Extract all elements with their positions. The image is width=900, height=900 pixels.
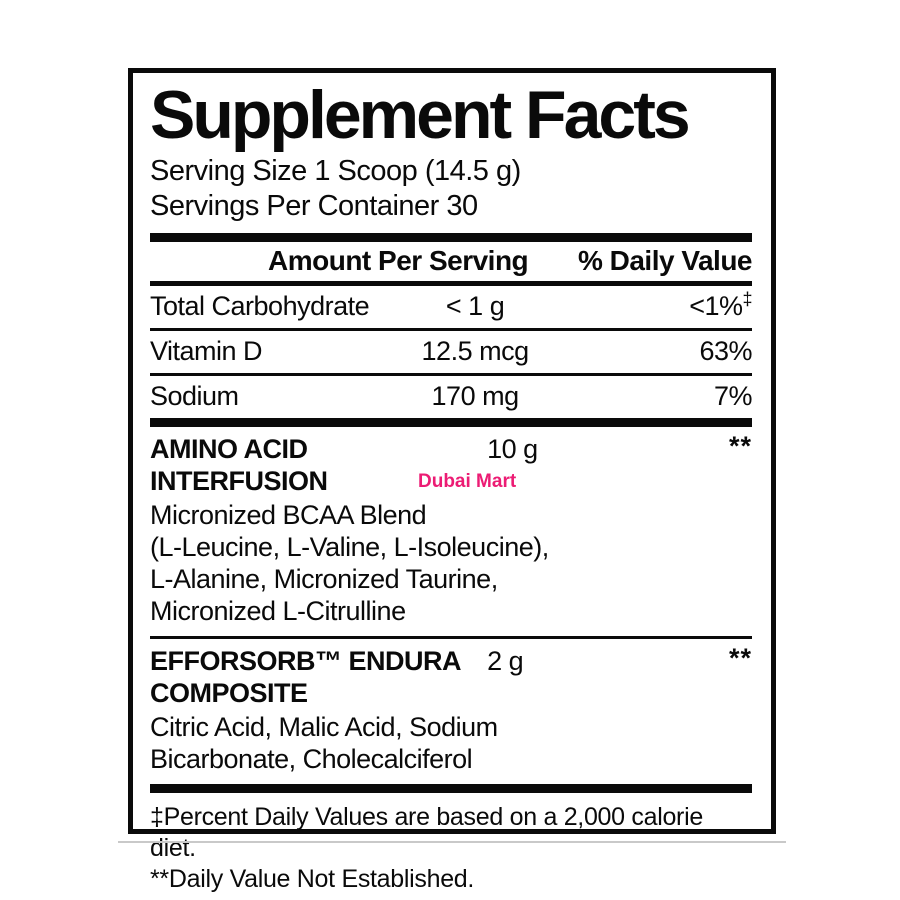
divider-thick-mid xyxy=(150,418,752,427)
column-header-row: Amount Per Serving % Daily Value xyxy=(150,242,753,281)
nutrient-amount: 12.5 mcg xyxy=(421,336,530,366)
daily-value-footnote-mark: ‡ xyxy=(742,289,752,309)
nutrient-name: Vitamin D xyxy=(150,336,263,366)
watermark-dubai-mart: Dubai Mart xyxy=(418,471,517,492)
nutrient-row-total-carbohydrate: Total Carbohydrate < 1 g <1%‡ xyxy=(150,286,752,328)
nutrient-amount: 170 mg xyxy=(431,381,520,411)
ingredient-line: Micronized BCAA Blend xyxy=(150,500,427,530)
nutrient-amount: < 1 g xyxy=(445,291,505,321)
section-amino-acid-interfusion: AMINO ACID INTERFUSION 10 g ** Micronize… xyxy=(150,427,752,636)
servings-per-container: Servings Per Container 30 xyxy=(150,190,478,222)
nutrient-name: Sodium xyxy=(150,381,239,411)
nutrient-daily-value-text: 7% xyxy=(713,381,753,411)
section-name: EFFORSORB™ ENDURA COMPOSITE xyxy=(150,645,487,709)
section-daily-value: ** xyxy=(728,643,752,673)
nutrient-daily-value: 63% xyxy=(559,336,752,367)
section-ingredients: Micronized BCAA Blend (L-Leucine, L-Vali… xyxy=(150,499,752,627)
row-divider xyxy=(150,373,752,376)
footnotes: ‡Percent Daily Values are based on a 2,0… xyxy=(150,793,752,895)
section-amount: 2 g xyxy=(487,646,524,676)
nutrient-row-vitamin-d: Vitamin D 12.5 mcg 63% xyxy=(150,331,752,373)
footnote-not-established: **Daily Value Not Established. xyxy=(150,865,475,893)
panel-shadow-line xyxy=(118,841,786,843)
section-name-line: INTERFUSION xyxy=(150,466,328,496)
section-name: AMINO ACID INTERFUSION xyxy=(150,433,487,497)
serving-size: Serving Size 1 Scoop (14.5 g) xyxy=(150,155,521,187)
supplement-facts-panel: Supplement Facts Serving Size 1 Scoop (1… xyxy=(128,68,776,893)
divider-thick-top xyxy=(150,233,752,242)
section-header: AMINO ACID INTERFUSION 10 g ** xyxy=(150,433,752,497)
column-header-daily-value: % Daily Value xyxy=(577,245,753,276)
section-name-line: EFFORSORB™ ENDURA xyxy=(150,646,462,676)
nutrient-daily-value-text: 63% xyxy=(699,336,752,366)
section-header: EFFORSORB™ ENDURA COMPOSITE 2 g ** xyxy=(150,645,752,709)
ingredient-line: Micronized L-Citrulline xyxy=(150,596,406,626)
column-header-amount: Amount Per Serving xyxy=(268,245,529,276)
nutrient-name: Total Carbohydrate xyxy=(150,291,370,321)
divider-under-header xyxy=(150,281,752,286)
panel-title: Supplement Facts xyxy=(150,77,691,153)
nutrient-daily-value: <1%‡ xyxy=(559,289,752,322)
divider-thick-bottom xyxy=(150,784,752,793)
section-daily-value: ** xyxy=(728,431,752,461)
row-divider xyxy=(150,636,752,639)
ingredient-line: (L-Leucine, L-Valine, L-Isoleucine), xyxy=(150,532,549,562)
nutrient-row-sodium: Sodium 170 mg 7% xyxy=(150,376,753,418)
row-divider xyxy=(150,328,752,331)
section-ingredients: Citric Acid, Malic Acid, Sodium Bicarbon… xyxy=(150,711,752,775)
ingredient-line: Citric Acid, Malic Acid, Sodium xyxy=(150,712,498,742)
ingredient-line: Bicarbonate, Cholecalciferol xyxy=(150,744,473,774)
nutrient-daily-value-text: <1% xyxy=(689,291,743,321)
section-name-line: COMPOSITE xyxy=(150,678,308,708)
section-amount: 10 g xyxy=(487,434,538,464)
section-efforsorb-endura-composite: EFFORSORB™ ENDURA COMPOSITE 2 g ** Citri… xyxy=(150,639,752,784)
section-name-line: AMINO ACID xyxy=(150,434,308,464)
ingredient-line: L-Alanine, Micronized Taurine, xyxy=(150,564,498,594)
nutrient-daily-value: 7% xyxy=(559,381,753,412)
footnote-daily-values: ‡Percent Daily Values are based on a 2,0… xyxy=(150,803,703,862)
